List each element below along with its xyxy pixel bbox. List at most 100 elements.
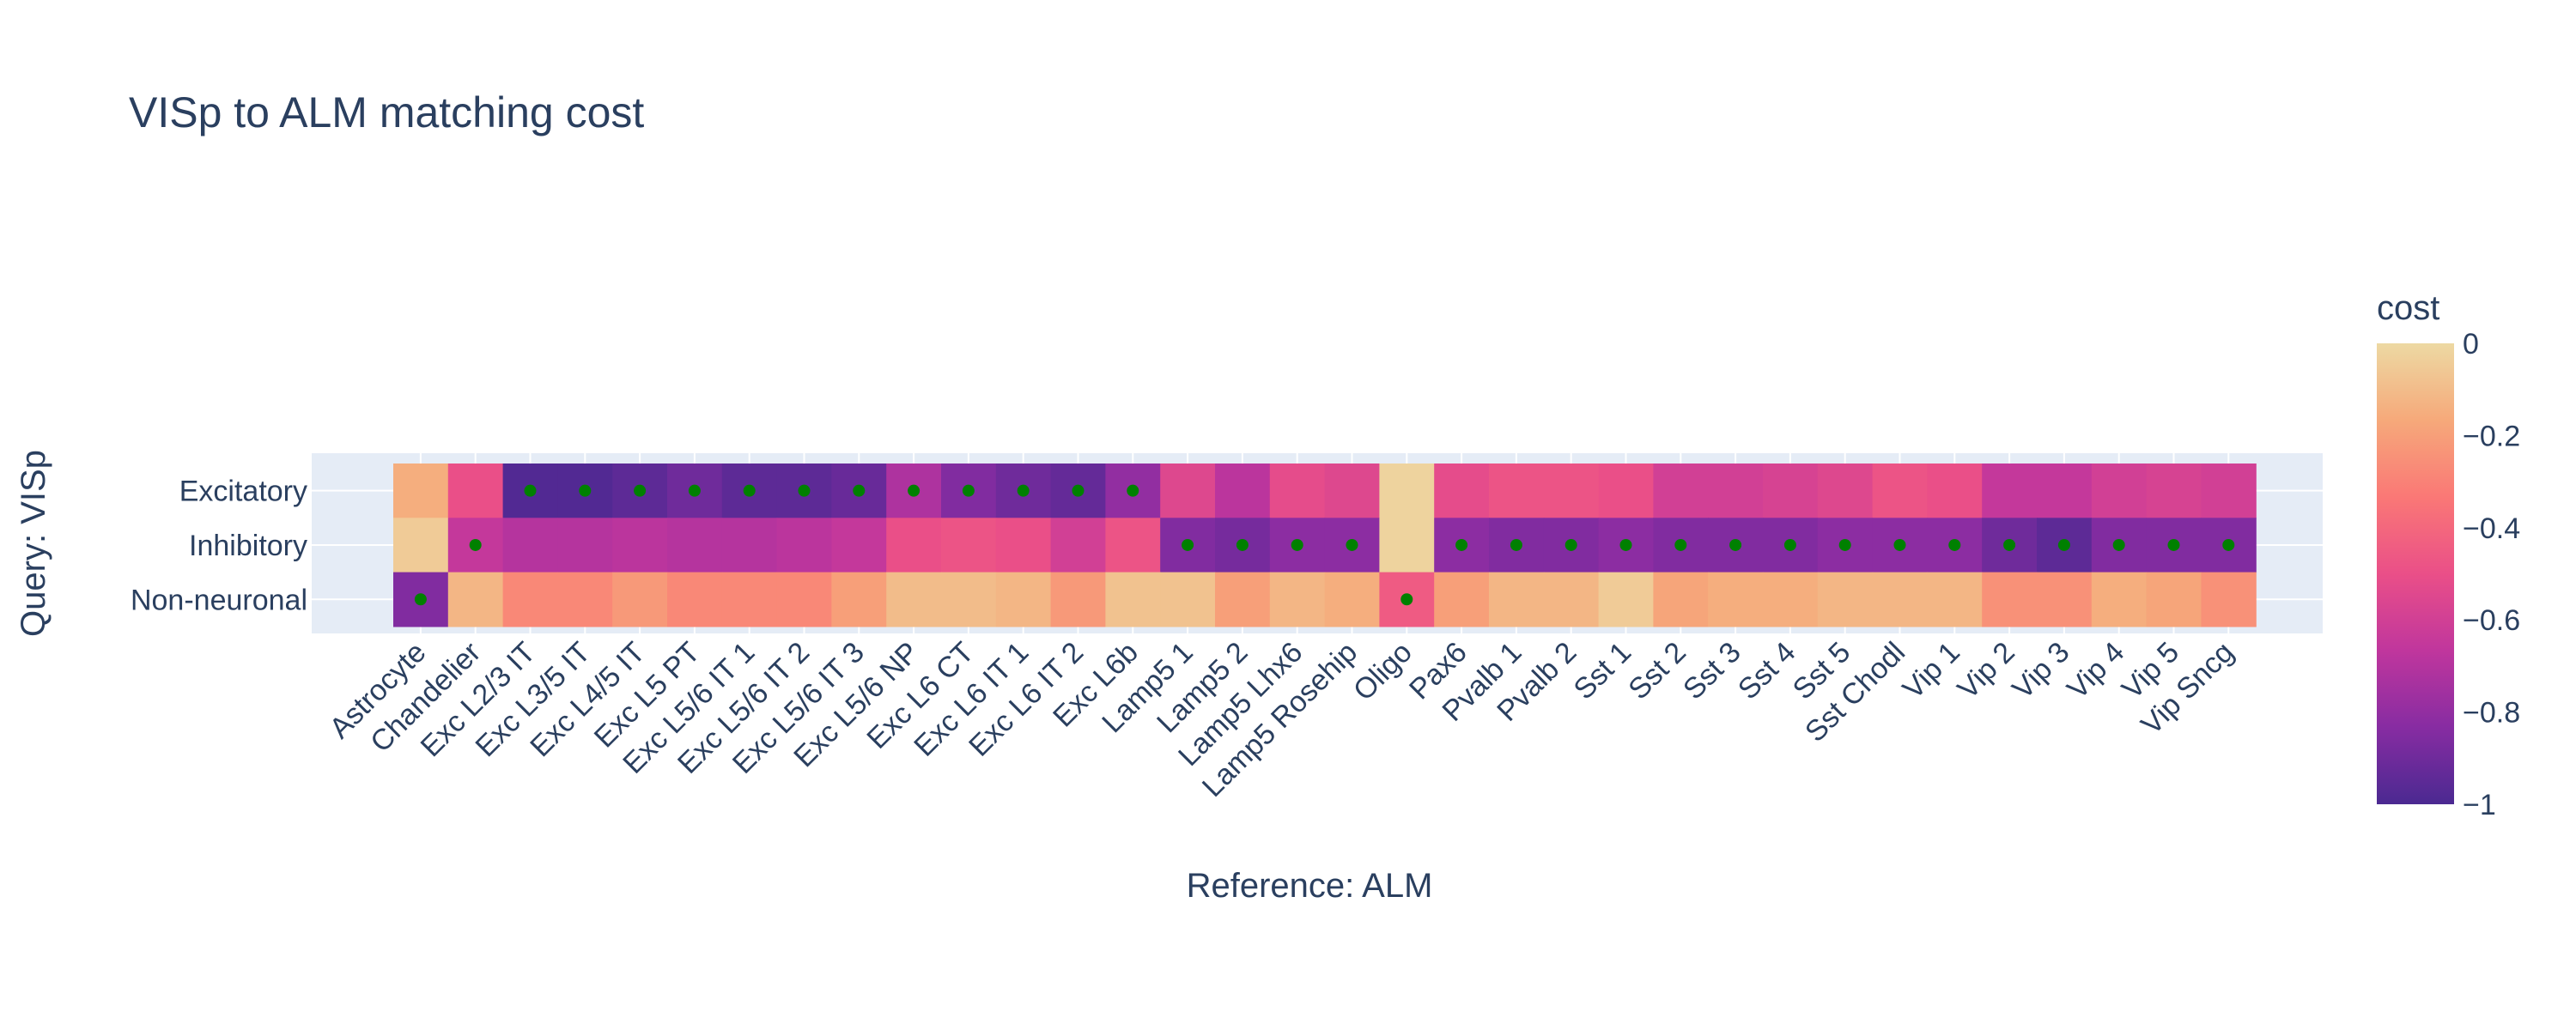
colorbar: cost 0 −0.2 −0.4 −0.6 −0.8 −1 <box>2377 289 2520 821</box>
heatmap-cell <box>941 572 997 627</box>
heatmap-cell <box>1653 572 1709 627</box>
heatmap-cell <box>2146 572 2202 627</box>
heatmap-cell <box>2201 464 2257 518</box>
x-tick-label: Vip 4 <box>2061 636 2130 706</box>
heatmap-cell <box>886 518 942 573</box>
x-tick-label: Sst 1 <box>1567 636 1637 706</box>
heatmap-cell <box>1543 572 1600 627</box>
heatmap-cell <box>995 518 1052 573</box>
y-tick-label: Excitatory <box>179 476 307 508</box>
match-marker <box>1182 538 1194 551</box>
heatmap-cell <box>776 518 832 573</box>
heatmap-cell <box>393 518 449 573</box>
heatmap-cell <box>612 572 668 627</box>
heatmap-cell <box>1817 464 1874 518</box>
heatmap-cell <box>557 518 613 573</box>
y-tick-labels: Excitatory Inhibitory Non-neuronal <box>131 476 307 617</box>
heatmap-cell <box>1763 464 1819 518</box>
heatmap-cell <box>1982 572 2038 627</box>
match-marker <box>688 484 701 497</box>
heatmap-cell <box>1324 464 1380 518</box>
heatmap-cell <box>1653 464 1709 518</box>
x-tick-label: Vip 1 <box>1897 636 1966 706</box>
colorbar-tick-label: −0.8 <box>2463 697 2520 730</box>
colorbar-tick-label: 0 <box>2463 328 2479 360</box>
match-marker <box>1510 538 1522 551</box>
heatmap-cell <box>1598 572 1654 627</box>
heatmap-cell <box>1763 572 1819 627</box>
heatmap-cell <box>886 572 942 627</box>
match-marker <box>853 484 866 497</box>
match-marker <box>1674 538 1687 551</box>
heatmap-cell <box>1982 464 2038 518</box>
chart-title: VISp to ALM matching cost <box>129 88 644 136</box>
colorbar-tick-label: −0.6 <box>2463 604 2520 637</box>
heatmap-cells <box>393 464 2257 627</box>
x-tick-label: Oligo <box>1347 636 1419 707</box>
heatmap-cell <box>502 572 558 627</box>
x-tick-label: Sst 2 <box>1622 636 1692 706</box>
match-marker <box>1619 538 1632 551</box>
match-marker <box>743 484 756 497</box>
heatmap-cell <box>1324 572 1380 627</box>
heatmap-cell <box>1543 464 1600 518</box>
match-markers <box>414 484 2235 606</box>
colorbar-bar <box>2377 343 2454 804</box>
heatmap-cell <box>557 572 613 627</box>
heatmap-cell <box>1379 518 1435 573</box>
heatmap-cell <box>1708 572 1764 627</box>
match-marker <box>1893 538 1906 551</box>
heatmap-cell <box>2037 464 2093 518</box>
colorbar-title: cost <box>2377 289 2439 327</box>
match-marker <box>1729 538 1742 551</box>
heatmap-cell <box>2146 464 2202 518</box>
match-marker <box>2057 538 2070 551</box>
heatmap-cell <box>2201 572 2257 627</box>
heatmap-cell <box>1872 464 1928 518</box>
heatmap-cell <box>502 518 558 573</box>
heatmap-cell <box>1434 464 1490 518</box>
match-marker <box>1346 538 1358 551</box>
heatmap-cell <box>1434 572 1490 627</box>
match-marker <box>1291 538 1303 551</box>
match-marker <box>798 484 811 497</box>
heatmap-cell <box>1050 572 1106 627</box>
match-marker <box>579 484 592 497</box>
heatmap-cell <box>1817 572 1874 627</box>
match-marker <box>1948 538 1961 551</box>
heatmap-cell <box>1489 464 1545 518</box>
heatmap-cell <box>1269 464 1326 518</box>
match-marker <box>1564 538 1577 551</box>
x-tick-label: Vip 3 <box>2006 636 2075 706</box>
match-marker <box>1236 538 1249 551</box>
heatmap-cell <box>2037 572 2093 627</box>
match-marker <box>1072 484 1084 497</box>
heatmap-cell <box>941 518 997 573</box>
y-tick-label: Inhibitory <box>189 530 307 562</box>
heatmap-cell <box>447 464 504 518</box>
y-axis-title: Query: VISp <box>15 450 52 637</box>
heatmap-cell <box>995 572 1052 627</box>
heatmap-cell <box>1050 518 1106 573</box>
heatmap-cell <box>393 464 449 518</box>
heatmap-cell <box>776 572 832 627</box>
heatmap-cell <box>1105 518 1161 573</box>
match-marker <box>2112 538 2125 551</box>
heatmap-cell <box>1927 572 1983 627</box>
heatmap-cell <box>1215 464 1271 518</box>
colorbar-tick-label: −1 <box>2463 789 2496 821</box>
heatmap-cell <box>667 572 723 627</box>
heatmap-cell <box>1489 572 1545 627</box>
heatmap-cell <box>721 572 778 627</box>
heatmap-cell <box>1927 464 1983 518</box>
y-tick-label: Non-neuronal <box>131 584 307 616</box>
heatmap-cell <box>447 572 504 627</box>
x-tick-label: Sst 4 <box>1732 636 1802 706</box>
heatmap-cell <box>2091 572 2148 627</box>
match-marker <box>2222 538 2235 551</box>
heatmap-cell <box>1379 464 1435 518</box>
colorbar-tick-label: −0.2 <box>2463 420 2520 452</box>
match-marker <box>1017 484 1030 497</box>
match-marker <box>634 484 647 497</box>
